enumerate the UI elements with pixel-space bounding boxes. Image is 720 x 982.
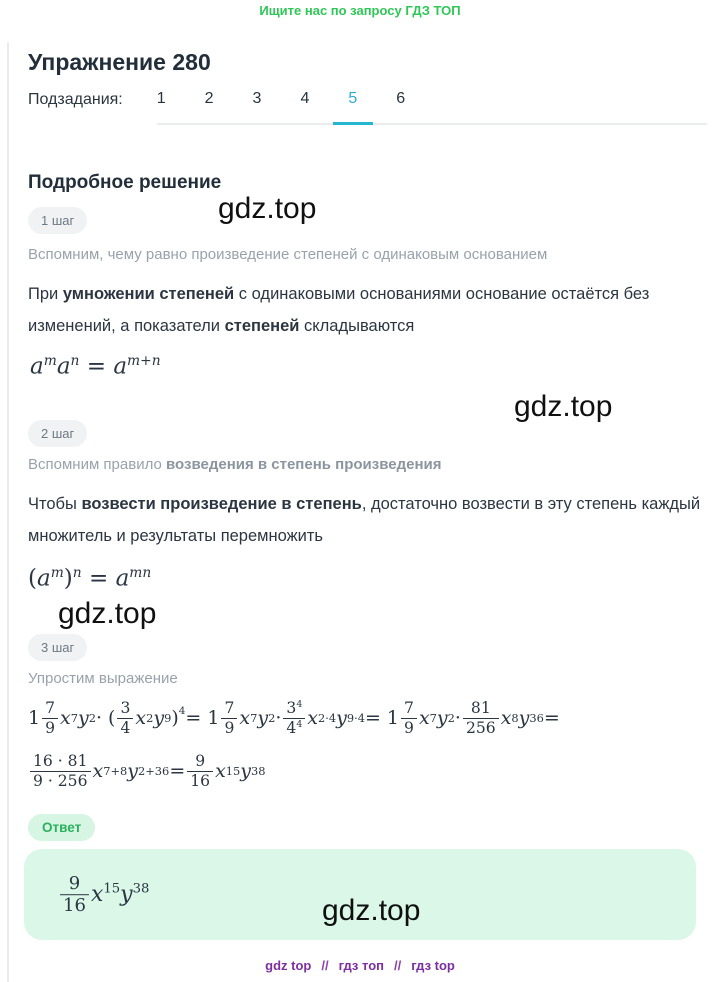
tab-subtask-1[interactable]: 1 (156, 90, 166, 107)
step-2-formula: (am)n = amn (28, 565, 152, 592)
step-2-badge: 2 шаг (28, 420, 88, 447)
tab-subtask-4[interactable]: 4 (300, 90, 310, 107)
answer-formula: 9 16 x15y38 (58, 873, 149, 917)
promo-banner: Ищите нас по запросу ГДЗ ТОП (259, 3, 461, 18)
gdz-watermark-2: gdz.top (514, 390, 613, 423)
answer-box: 9 16 x15y38 (24, 849, 696, 940)
gdz-watermark-1: gdz.top (218, 192, 317, 225)
tab-subtask-6[interactable]: 6 (396, 90, 406, 107)
subtasks-label: Подзадания: (28, 91, 123, 108)
footer-link-gdz-top-mixed[interactable]: гдз top (411, 958, 455, 973)
page-left-border (7, 42, 9, 982)
gdz-watermark-3: gdz.top (58, 597, 157, 630)
footer-link-gdz-top[interactable]: gdz top (265, 958, 312, 973)
tab-subtask-3[interactable]: 3 (252, 90, 262, 107)
step-1-note: Вспомним, чему равно произведение степен… (28, 246, 548, 263)
step-1-text: При умножении степеней с одинаковыми осн… (28, 285, 650, 335)
footer: gdz top // гдз топ // гдз top (0, 958, 720, 973)
page-title: Упражнение 280 (28, 49, 211, 76)
step-2-text: Чтобы возвести произведение в степень, д… (28, 495, 701, 545)
footer-separator: // (394, 958, 402, 973)
step-1-badge: 1 шаг (28, 207, 88, 234)
subtasks-bar: Подзадания: 1 2 3 4 5 6 (28, 90, 707, 125)
step-1-formula: aman = am+n (30, 353, 161, 380)
solution-heading: Подробное решение (28, 171, 222, 193)
step-3-badge: 3 шаг (28, 634, 88, 661)
step-2-note: Вспомним правило возведения в степень пр… (28, 456, 442, 473)
subtask-tabs: 1 2 3 4 5 6 (156, 90, 707, 125)
tab-subtask-5-active[interactable]: 5 (348, 90, 358, 107)
step-3-note: Упростим выражение (28, 670, 178, 687)
answer-badge: Ответ (28, 814, 96, 841)
footer-link-gdz-top-ru[interactable]: гдз топ (338, 958, 384, 973)
tab-subtask-2[interactable]: 2 (204, 90, 214, 107)
footer-separator: // (321, 958, 329, 973)
step-3-formula-line-2: 16 · 81 9 · 256 x 7+8 y 2+36 = 9 16 x 15 y 38 (28, 746, 716, 796)
